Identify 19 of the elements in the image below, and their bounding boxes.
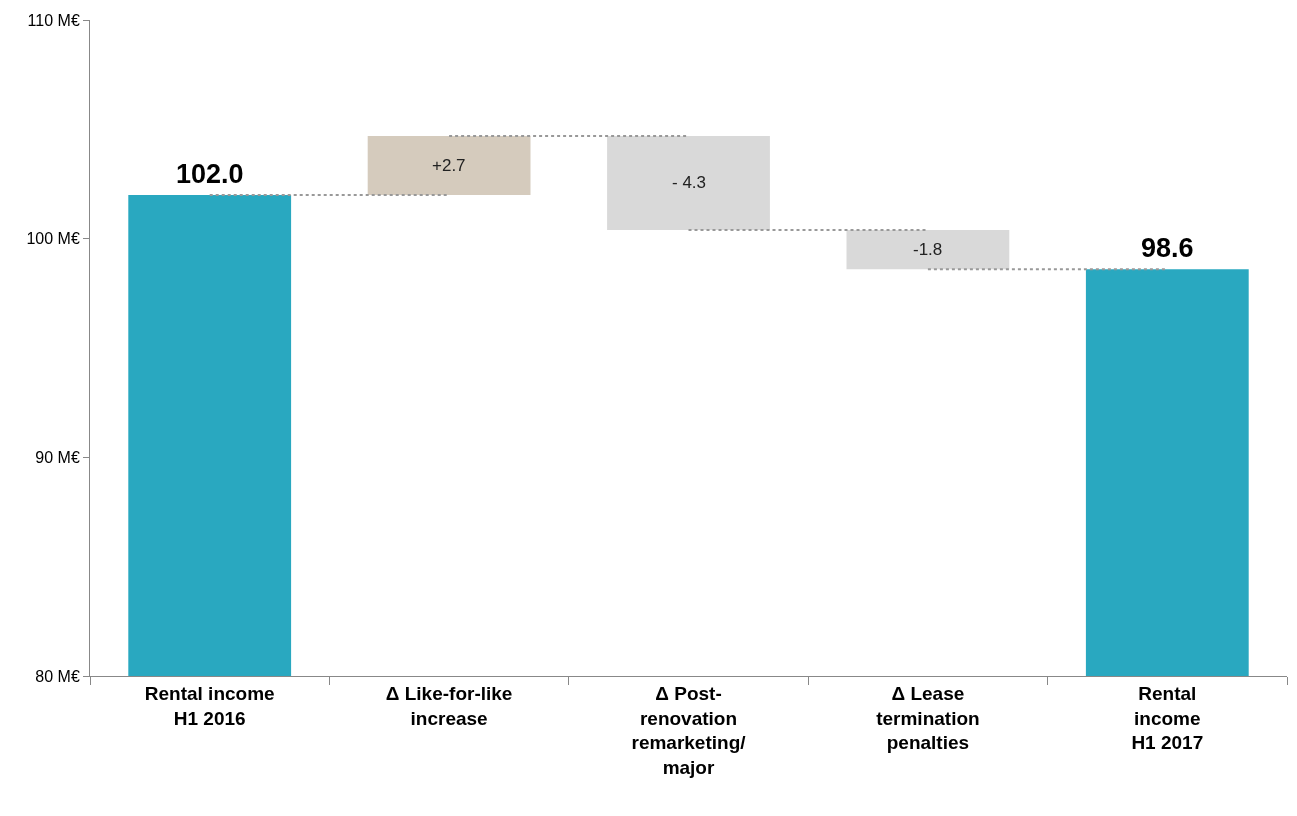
y-tick-label: 90 M€ <box>35 448 80 466</box>
data-label: 102.0 <box>176 159 244 189</box>
y-tick-label: 80 M€ <box>35 667 80 685</box>
data-label: -1.8 <box>913 240 943 259</box>
y-tick-label: 110 M€ <box>27 11 80 29</box>
data-label: +2.7 <box>432 156 466 175</box>
x-tick-label: Δ Post- renovation remarketing/ major <box>631 682 747 778</box>
x-tick-label: Rental income H1 2016 <box>144 682 275 729</box>
data-label: 98.6 <box>1141 233 1194 263</box>
bar <box>128 194 292 676</box>
x-tick-label: Rental income H1 2017 <box>1131 682 1204 754</box>
bar <box>1085 269 1249 676</box>
bar <box>846 229 1010 270</box>
x-tick-label: Δ Lease termination penalties <box>876 682 980 754</box>
bar <box>607 135 770 230</box>
data-label: - 4.3 <box>672 173 707 192</box>
x-tick-label: Δ Like-for-like increase <box>385 682 513 729</box>
bar <box>367 135 531 195</box>
y-tick-label: 100 M€ <box>26 230 80 248</box>
